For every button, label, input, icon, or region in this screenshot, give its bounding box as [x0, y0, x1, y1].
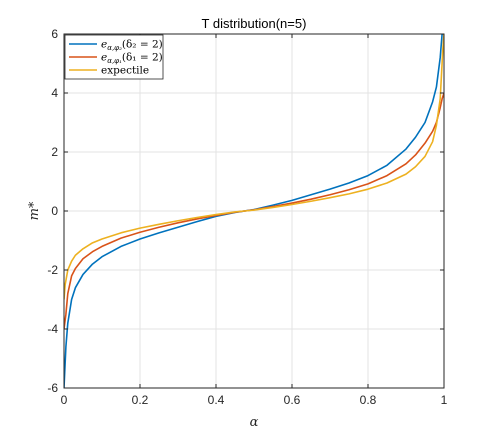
y-tick-label: 6: [51, 27, 58, 41]
y-tick-label: 4: [51, 86, 58, 100]
legend-entry-1: eα,φ₂(δ₂ = 2): [101, 39, 163, 53]
x-tick-labels: 0 0.2 0.4 0.6 0.8 1: [61, 393, 448, 407]
y-tick-label: -4: [47, 322, 58, 336]
legend-entry-main: e: [101, 39, 107, 51]
x-tick-label: 1: [441, 393, 448, 407]
y-tick-label: 2: [51, 145, 58, 159]
legend-entry-subscript: α,φ₁: [107, 57, 122, 65]
y-tick-labels: -6 -4 -2 0 2 4 6: [47, 27, 58, 395]
x-axis-label: α: [250, 415, 259, 430]
y-tick-label: -2: [47, 263, 58, 277]
chart-title: T distribution(n=5): [202, 16, 307, 31]
x-tick-label: 0.4: [208, 393, 225, 407]
x-tick-label: 0.2: [132, 393, 149, 407]
x-tick-label: 0.8: [360, 393, 377, 407]
series-line-3: [64, 34, 444, 300]
y-tick-label: -6: [47, 381, 58, 395]
legend-entry-main: expectile: [101, 65, 149, 77]
grid: [63, 33, 445, 389]
legend-entry-main: e: [101, 52, 107, 64]
legend-entry-subscript: α,φ₂: [107, 44, 122, 52]
legend-entry-2: eα,φ₁(δ₁ = 2): [101, 52, 163, 66]
legend: eα,φ₂(δ₂ = 2)eα,φ₁(δ₁ = 2)expectile: [64, 34, 164, 80]
tick-marks: [63, 33, 445, 389]
x-tick-label: 0: [61, 393, 68, 407]
legend-entry-3: expectile: [101, 65, 149, 77]
legend-entry-rest: (δ₁ = 2): [122, 52, 163, 64]
y-tick-label: 0: [51, 204, 58, 218]
series-lines: [64, 34, 444, 388]
legend-entry-rest: (δ₂ = 2): [122, 39, 163, 51]
y-axis-label: m*: [27, 201, 42, 220]
x-tick-label: 0.6: [284, 393, 301, 407]
